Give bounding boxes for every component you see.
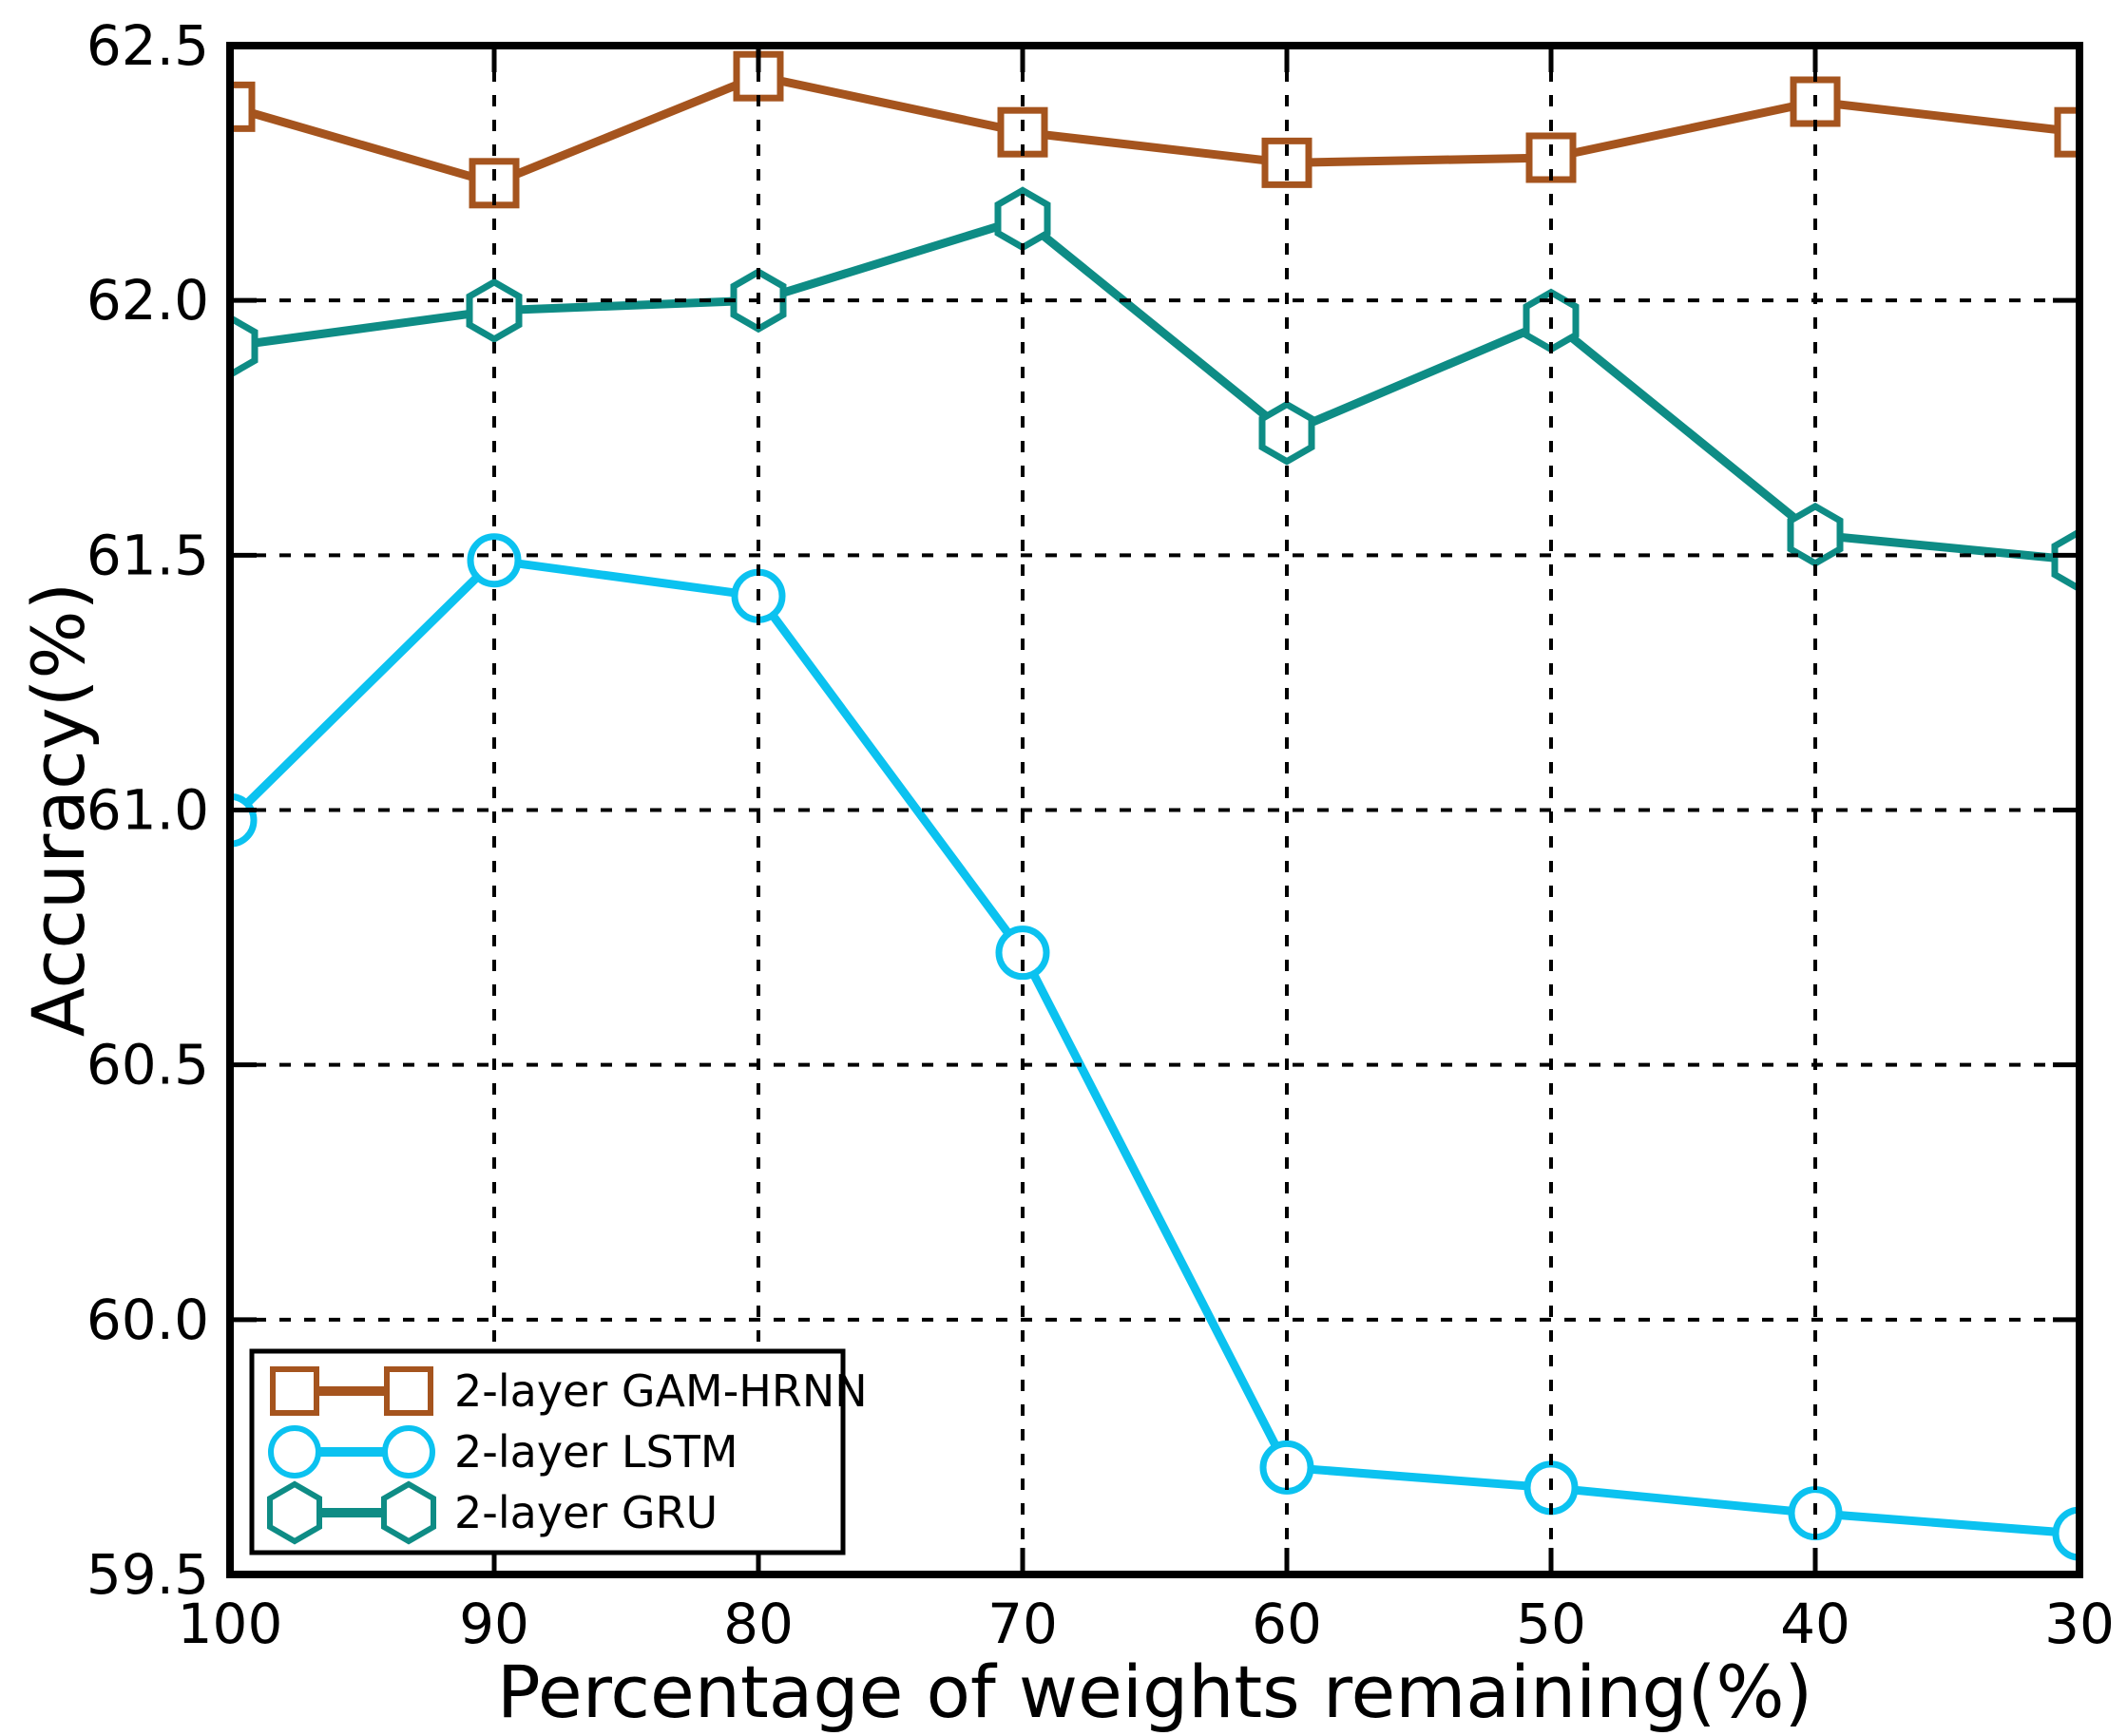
legend-label: 2-layer GRU: [454, 1487, 718, 1538]
x-axis-label: Percentage of weights remaining(%): [497, 1650, 1812, 1734]
legend-row: 2-layer GRU: [267, 1480, 718, 1545]
x-tick-label: 40: [1780, 1592, 1850, 1656]
series-2-layer-gru: [230, 186, 2079, 593]
data-point-marker: [466, 277, 523, 343]
legend-row: 2-layer LSTM: [268, 1425, 738, 1478]
y-tick-label: 59.5: [86, 1542, 209, 1607]
data-point-marker: [2052, 1506, 2079, 1561]
x-tick-label: 90: [459, 1592, 529, 1656]
y-tick-label: 61.0: [86, 778, 209, 843]
series-line: [230, 214, 2079, 565]
y-tick-label: 60.0: [86, 1288, 209, 1352]
legend-marker: [382, 1425, 435, 1478]
legend-label: 2-layer LSTM: [454, 1426, 738, 1478]
data-point-marker: [1258, 400, 1315, 466]
grid-layer: [230, 46, 2079, 1574]
x-tick-label: 80: [723, 1592, 794, 1656]
tick-layer: [227, 43, 2082, 1577]
y-axis-label: Accuracy(%): [16, 582, 101, 1038]
data-point-marker: [230, 81, 256, 132]
legend-marker: [384, 1366, 433, 1416]
data-point-marker: [1787, 502, 1844, 567]
data-point-marker: [2051, 527, 2079, 593]
x-tick-label: 60: [1252, 1592, 1322, 1656]
x-tick-label: 50: [1516, 1592, 1586, 1656]
series-line: [230, 555, 2079, 1538]
y-tick-label: 62.0: [86, 268, 209, 333]
legend-marker: [268, 1425, 321, 1478]
series-line: [230, 71, 2079, 188]
series-2-layer-gam-hrnn: [230, 50, 2079, 209]
x-tick-label: 70: [987, 1592, 1058, 1656]
x-tick-label: 100: [178, 1592, 283, 1656]
legend-marker: [270, 1366, 319, 1416]
x-tick-label: 30: [2044, 1592, 2115, 1656]
legend-marker: [267, 1480, 322, 1545]
tick-label-layer: 100 90 80 70 60 50 40 30 59.5 60.0 60.5 61.0 61.5 62.…: [86, 13, 2115, 1656]
data-point-marker: [995, 925, 1050, 981]
y-tick-label: 61.5: [86, 523, 209, 587]
data-point-marker: [1259, 1440, 1314, 1495]
data-point-marker: [467, 533, 522, 588]
data-point-marker: [469, 158, 520, 209]
series-layer: [230, 50, 2079, 1561]
legend-label: 2-layer GAM-HRNN: [454, 1365, 868, 1417]
y-tick-label: 62.5: [86, 13, 209, 78]
y-tick-label: 60.5: [86, 1033, 209, 1097]
series-2-layer-lstm: [230, 533, 2079, 1561]
data-point-marker: [2054, 106, 2079, 158]
data-point-marker: [230, 314, 259, 379]
legend: 2-layer GAM-HRNN 2-layer LSTM 2-layer GRU: [249, 1348, 868, 1555]
legend-marker: [381, 1480, 436, 1545]
legend-row: 2-layer GAM-HRNN: [270, 1365, 868, 1417]
